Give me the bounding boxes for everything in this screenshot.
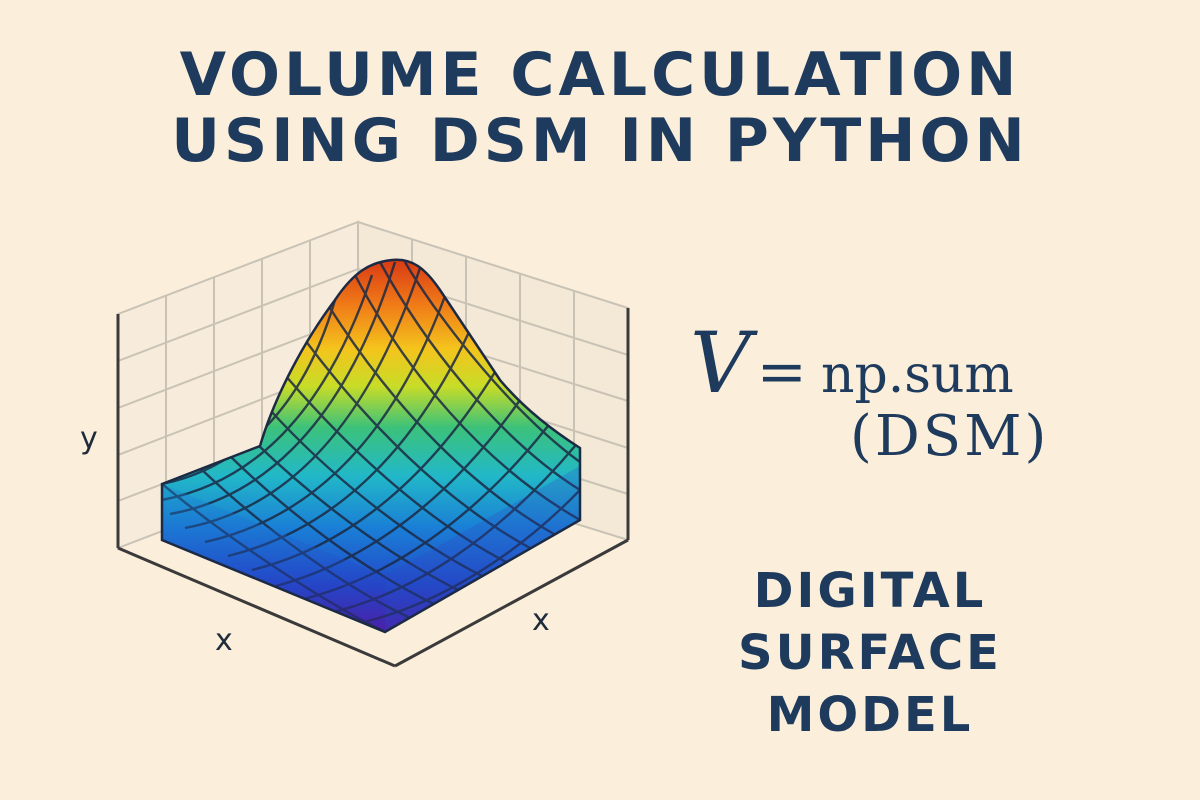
formula-lhs: V (690, 314, 751, 412)
title-line-1: VOLUME CALCULATION (179, 40, 1021, 110)
x-axis-label-left: x (215, 623, 233, 658)
caption-line-1: DIGITAL (753, 563, 987, 619)
caption-line-3: MODEL (766, 687, 974, 743)
page-title: VOLUME CALCULATION USING DSM IN PYTHON (0, 42, 1200, 174)
x-axis-label-right: x (532, 603, 550, 638)
caption-line-2: SURFACE (738, 625, 1002, 681)
formula-argument: (DSM) (850, 404, 1050, 469)
volume-formula: V = np.sum (DSM) (690, 318, 1160, 469)
title-line-2: USING DSM IN PYTHON (171, 106, 1029, 176)
formula-function: np.sum (820, 345, 1014, 405)
caption: DIGITAL SURFACE MODEL (700, 560, 1040, 746)
formula-equals: = (756, 337, 807, 407)
y-axis-label: y (80, 421, 98, 456)
axes (116, 308, 630, 668)
dsm-surface (160, 258, 582, 634)
